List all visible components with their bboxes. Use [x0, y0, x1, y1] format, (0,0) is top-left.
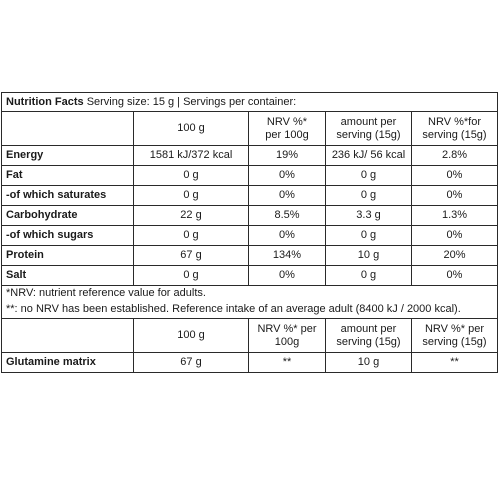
note-row-nrv: *NRV: nutrient reference value for adult… [1, 285, 498, 300]
amount-per-serving: 236 kJ/ 56 kcal [325, 145, 412, 166]
header2-amount-line1: amount per [340, 323, 397, 335]
header-nrv-serving-line1: NRV %*for [428, 116, 481, 128]
nrv-per-100g: 19% [248, 145, 326, 166]
header-amount-line2: serving (15g) [336, 128, 401, 141]
table-row: Protein 67 g 134% 10 g 20% [1, 245, 498, 266]
nrv-per-serving: 2.8% [411, 145, 498, 166]
header2-nrv-serving-line1: NRV %* per [424, 323, 485, 335]
header2-nrv-serving-line2: serving (15g) [422, 335, 487, 348]
nrv-per-serving: 0% [411, 165, 498, 186]
header2-blank [1, 318, 134, 353]
table-row: Salt 0 g 0% 0 g 0% [1, 265, 498, 286]
note-nrv: *NRV: nutrient reference value for adult… [1, 285, 498, 300]
glutamine-matrix-per100: 67 g [133, 352, 249, 373]
header-row: 100 g NRV %* per 100g amount per serving (… [1, 111, 498, 146]
glutamine-matrix-nrv100: ** [248, 352, 326, 373]
nutrient-name: Energy [1, 145, 134, 166]
nrv-per-100g: 0% [248, 225, 326, 246]
header2-row: 100 g NRV %* per 100g amount per serving (… [1, 318, 498, 353]
nutrient-name: Fat [1, 165, 134, 186]
glutamine-matrix-name: Glutamine matrix [1, 352, 134, 373]
glutamine-matrix-row: Glutamine matrix 67 g ** 10 g ** [1, 352, 498, 373]
header-nrv-serving-line2: serving (15g) [422, 128, 487, 141]
amount-per-serving: 0 g [325, 265, 412, 286]
nrv-per-serving: 0% [411, 225, 498, 246]
header-amount-serving: amount per serving (15g) [325, 111, 412, 146]
title-row: Nutrition Facts Serving size: 15 g | Ser… [1, 92, 498, 112]
header-nrv-100g-line2: per 100g [265, 128, 309, 141]
nrv-per-100g: 8.5% [248, 205, 326, 226]
header-100g: 100 g [133, 111, 249, 146]
header-nrv-serving: NRV %*for serving (15g) [411, 111, 498, 146]
value-per-100g: 0 g [133, 225, 249, 246]
header2-nrv-serving: NRV %* per serving (15g) [411, 318, 498, 353]
value-per-100g: 22 g [133, 205, 249, 226]
value-per-100g: 0 g [133, 185, 249, 206]
nutrition-table: Nutrition Facts Serving size: 15 g | Ser… [1, 92, 498, 373]
amount-per-serving: 0 g [325, 185, 412, 206]
value-per-100g: 0 g [133, 265, 249, 286]
value-per-100g: 0 g [133, 165, 249, 186]
note-no-nrv: **: no NRV has been established. Referen… [1, 300, 498, 319]
nrv-per-serving: 0% [411, 265, 498, 286]
header-nrv-100g-line1: NRV %* [266, 116, 308, 128]
amount-per-serving: 10 g [325, 245, 412, 266]
header-nrv-100g: NRV %* per 100g [248, 111, 326, 146]
note-row-no-nrv: **: no NRV has been established. Referen… [1, 300, 498, 319]
header2-amount-serving: amount per serving (15g) [325, 318, 412, 353]
table-title: Nutrition Facts [6, 95, 84, 108]
header2-nrv-100g-line1: NRV %* per [257, 323, 317, 335]
nrv-per-serving: 0% [411, 185, 498, 206]
value-per-100g: 1581 kJ/372 kcal [133, 145, 249, 166]
glutamine-matrix-serving: 10 g [325, 352, 412, 373]
table-row: -of which saturates 0 g 0% 0 g 0% [1, 185, 498, 206]
nrv-per-serving: 20% [411, 245, 498, 266]
nrv-per-100g: 0% [248, 265, 326, 286]
nrv-per-100g: 134% [248, 245, 326, 266]
header2-nrv-100g-line2: 100g [274, 335, 300, 348]
title-cell: Nutrition Facts Serving size: 15 g | Ser… [1, 92, 498, 112]
table-row: -of which sugars 0 g 0% 0 g 0% [1, 225, 498, 246]
nutrient-name: Protein [1, 245, 134, 266]
amount-per-serving: 0 g [325, 225, 412, 246]
header2-nrv-100g: NRV %* per 100g [248, 318, 326, 353]
nutrient-name: -of which sugars [1, 225, 134, 246]
serving-info: Serving size: 15 g | Servings per contai… [86, 95, 297, 108]
header-amount-line1: amount per [340, 116, 397, 128]
amount-per-serving: 3.3 g [325, 205, 412, 226]
nrv-per-100g: 0% [248, 185, 326, 206]
header2-100g: 100 g [133, 318, 249, 353]
value-per-100g: 67 g [133, 245, 249, 266]
nrv-per-100g: 0% [248, 165, 326, 186]
glutamine-matrix-nrvserv: ** [411, 352, 498, 373]
table-row: Fat 0 g 0% 0 g 0% [1, 165, 498, 186]
nutrient-name: -of which saturates [1, 185, 134, 206]
header2-amount-line2: serving (15g) [336, 335, 401, 348]
table-row: Carbohydrate 22 g 8.5% 3.3 g 1.3% [1, 205, 498, 226]
nutrition-facts-label: Nutrition Facts Serving size: 15 g | Ser… [1, 92, 498, 373]
table-row: Energy 1581 kJ/372 kcal 19% 236 kJ/ 56 kcal… [1, 145, 498, 166]
amount-per-serving: 0 g [325, 165, 412, 186]
header-blank [1, 111, 134, 146]
nutrient-name: Salt [1, 265, 134, 286]
nutrient-name: Carbohydrate [1, 205, 134, 226]
nrv-per-serving: 1.3% [411, 205, 498, 226]
